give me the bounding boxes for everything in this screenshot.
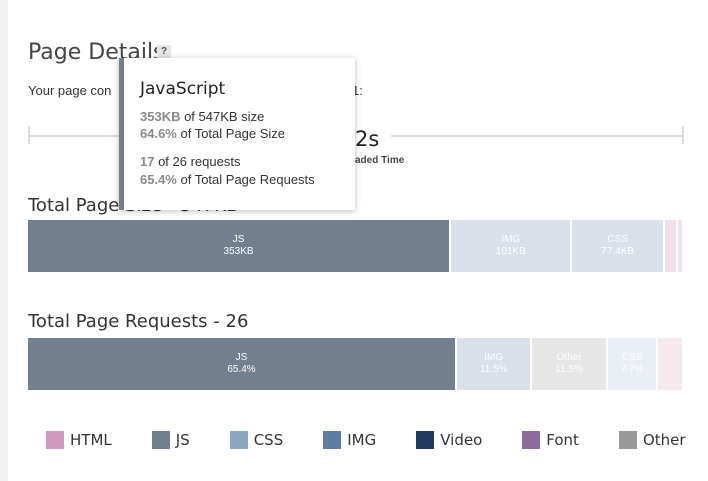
legend-label: IMG (347, 431, 377, 449)
page-size-segment-minor-3[interactable] (664, 220, 679, 272)
page-requests-segment-js[interactable]: JS 65.4% (28, 338, 458, 390)
tooltip-requests-line: 17 of 26 requests (140, 154, 241, 169)
legend-label: CSS (253, 431, 284, 449)
segment-value: 77.4KB (601, 246, 635, 257)
help-icon[interactable]: ? (157, 45, 171, 59)
javascript-tooltip: JavaScript 353KB of 547KB size 64.6% of … (119, 58, 355, 210)
segment-value: 11.5% (479, 364, 508, 375)
page-requests-segment-minor-4[interactable] (658, 338, 684, 390)
legend-label: HTML (70, 431, 112, 449)
legend-item-font[interactable]: Font (522, 431, 579, 449)
segment-name: IMG (501, 234, 521, 245)
tooltip-accent (119, 58, 124, 210)
timeline-end-cap (682, 126, 684, 144)
segment-value: 353KB (223, 246, 254, 257)
legend-label: Font (546, 431, 579, 449)
total-page-requests-title: Total Page Requests - 26 (28, 311, 249, 332)
legend-item-img[interactable]: IMG (323, 431, 376, 449)
segment-name: JS (235, 352, 248, 363)
tooltip-requests-pct-line: 65.4% of Total Page Requests (140, 172, 315, 187)
segment-value: 65.4% (227, 364, 256, 375)
tooltip-title: JavaScript (140, 79, 226, 99)
page-size-segment-js[interactable]: JS 353KB (28, 220, 452, 272)
page-requests-segment-other[interactable]: Other 11.5% (532, 338, 608, 390)
legend-item-video[interactable]: Video (416, 431, 482, 449)
legend-label: Video (440, 431, 483, 449)
html-swatch (46, 431, 64, 449)
other-swatch (618, 431, 637, 449)
legend-item-html[interactable]: HTML (46, 431, 112, 449)
legend-item-css[interactable]: CSS (229, 431, 284, 449)
page-size-segment-img[interactable]: IMG 101KB (451, 220, 573, 272)
img-swatch (323, 431, 342, 449)
video-swatch (416, 431, 435, 449)
segment-name: CSS (621, 352, 643, 363)
tooltip-size-line: 353KB of 547KB size (140, 109, 265, 124)
page-size-bar: JS 353KB IMG 101KB CSS 77.4KB (28, 220, 684, 272)
legend: HTML JS CSS IMG Video Font Other (46, 431, 686, 449)
page-description: Your page con (28, 83, 112, 98)
legend-label: Other (642, 431, 686, 449)
legend-label: JS (175, 431, 190, 449)
segment-name: CSS (607, 234, 628, 245)
page-size-segment-css[interactable]: CSS 77.4KB (572, 220, 665, 272)
font-swatch (522, 431, 541, 449)
segment-value: 7.7% (620, 364, 644, 375)
legend-item-other[interactable]: Other (618, 431, 686, 449)
page-requests-segment-img[interactable]: IMG 11.5% (457, 338, 533, 390)
fully-loaded-time-label: aded Time (355, 155, 405, 166)
segment-value: 11.5% (555, 364, 583, 375)
segment-name: JS (232, 234, 245, 245)
page-size-segment-minor-4[interactable] (678, 220, 684, 272)
fully-loaded-time-value: 2s (355, 127, 380, 151)
page-requests-bar: JS 65.4% IMG 11.5% Other 11.5% CSS 7.7% (28, 338, 684, 390)
js-swatch (151, 431, 170, 449)
page-requests-segment-css[interactable]: CSS 7.7% (607, 338, 659, 390)
legend-item-js[interactable]: JS (151, 431, 190, 449)
timeline-line-right (391, 135, 684, 137)
page-description-end: 1: (352, 83, 363, 98)
css-swatch (229, 431, 248, 449)
segment-value: 101KB (495, 246, 526, 257)
segment-name: Other (556, 352, 582, 363)
tooltip-size-pct-line: 64.6% of Total Page Size (140, 126, 286, 141)
segment-name: IMG (484, 352, 504, 363)
